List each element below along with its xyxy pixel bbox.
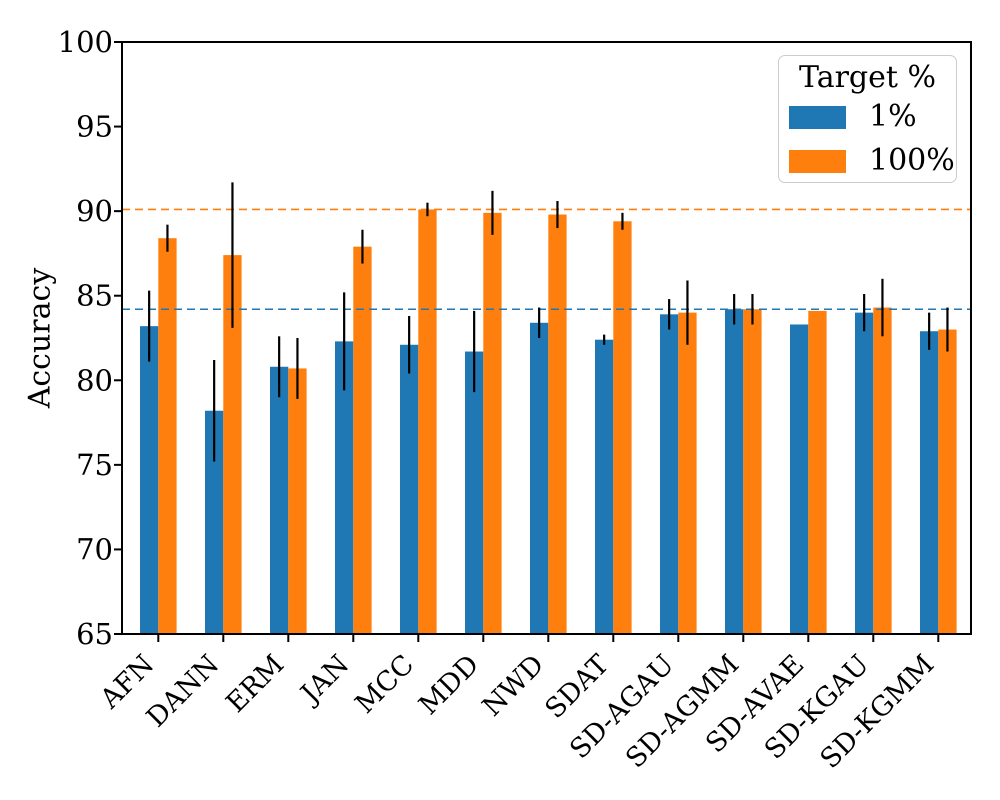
bar-mcc-1pct	[400, 344, 419, 634]
x-tick-label-nwd: NWD	[477, 649, 551, 723]
bar-sdat-100pct	[613, 221, 632, 634]
y-axis-label: Accuracy	[22, 267, 58, 409]
legend-title: Target %	[799, 60, 936, 95]
y-tick-label-85: 85	[76, 279, 113, 313]
y-tick-label-90: 90	[76, 194, 113, 228]
bar-mdd-100pct	[483, 212, 502, 634]
legend-entry-1pct: 1%	[789, 102, 917, 132]
legend-swatch-1pct	[789, 105, 846, 129]
legend-entry-100pct: 100%	[789, 146, 955, 176]
bar-mdd-1pct	[465, 351, 484, 634]
legend: Target % 1% 100%	[778, 55, 957, 183]
x-tick-label-erm: ERM	[220, 649, 290, 719]
x-tick-label-mdd: MDD	[413, 649, 485, 721]
bar-afn-100pct	[158, 238, 177, 634]
bar-dann-1pct	[205, 410, 224, 634]
bar-sd-avae-1pct	[790, 324, 809, 634]
bar-afn-1pct	[140, 326, 159, 634]
y-tick-label-95: 95	[76, 110, 113, 144]
bar-sd-kgau-100pct	[873, 307, 892, 634]
bar-sd-avae-100pct	[808, 310, 827, 634]
bar-erm-100pct	[288, 368, 307, 634]
bar-jan-100pct	[353, 246, 372, 635]
bar-jan-1pct	[335, 341, 354, 634]
bar-sd-kgau-1pct	[855, 312, 874, 634]
bar-sd-agmm-1pct	[725, 309, 744, 634]
plot-frame	[121, 41, 972, 635]
y-tick-label-100: 100	[58, 25, 113, 59]
y-tick-label-80: 80	[76, 363, 113, 397]
bar-sd-kgmm-100pct	[938, 329, 957, 634]
bar-sd-agau-100pct	[678, 312, 697, 634]
x-tick-label-dann: DANN	[141, 649, 225, 733]
bar-erm-1pct	[270, 366, 289, 634]
bar-nwd-1pct	[530, 322, 549, 634]
bar-sd-kgmm-1pct	[920, 331, 939, 634]
bar-mcc-100pct	[418, 209, 437, 635]
bar-dann-100pct	[223, 255, 242, 634]
x-tick-label-mcc: MCC	[350, 649, 421, 720]
legend-swatch-100pct	[789, 149, 846, 173]
bar-sd-agau-1pct	[660, 314, 679, 634]
legend-label-1pct: 1%	[869, 99, 917, 134]
x-tick-label-jan: JAN	[293, 649, 355, 711]
legend-label-100pct: 100%	[869, 143, 955, 178]
y-tick-label-70: 70	[76, 532, 113, 566]
bar-sdat-1pct	[595, 339, 614, 634]
y-tick-label-75: 75	[76, 448, 113, 482]
bar-nwd-100pct	[548, 214, 567, 635]
bar-sd-agmm-100pct	[743, 309, 762, 634]
y-tick-label-65: 65	[76, 617, 113, 651]
